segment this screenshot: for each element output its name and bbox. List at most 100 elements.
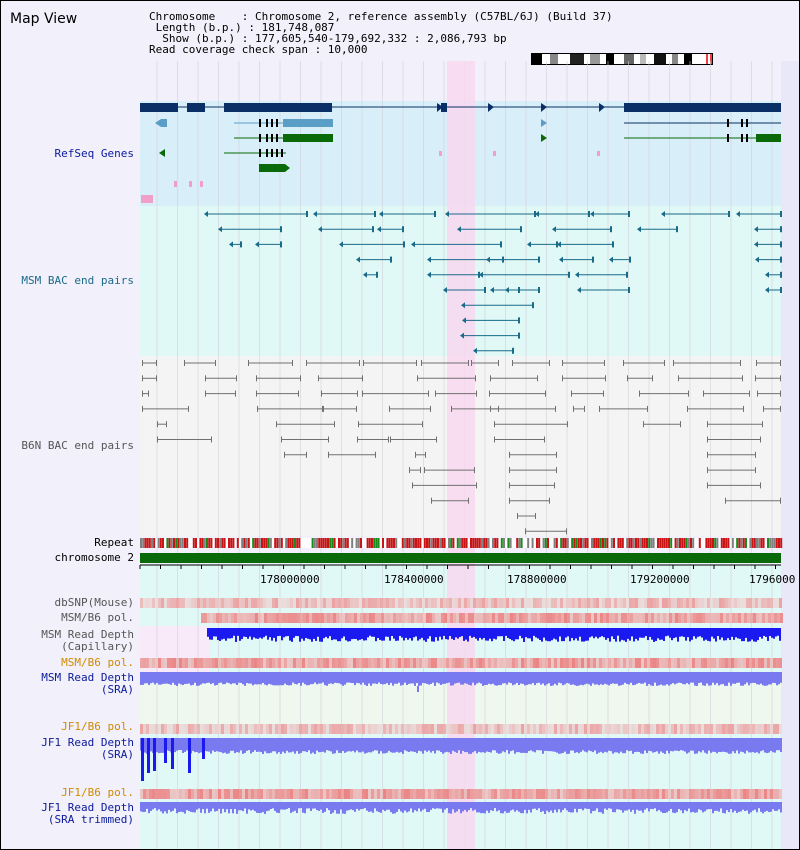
repeat-element [360, 538, 362, 548]
snp-density [140, 658, 143, 668]
snp-density [374, 598, 377, 608]
track-label-msm-bac[interactable]: MSM BAC end pairs [21, 274, 134, 287]
read-depth-bar [250, 672, 252, 684]
repeat-element [615, 538, 618, 548]
read-depth-bar [298, 672, 300, 684]
read-depth-bar [715, 628, 717, 642]
snp-density [506, 658, 509, 668]
read-depth-bar [352, 672, 354, 684]
snp-density [377, 658, 380, 668]
read-depth-bar [446, 672, 448, 684]
snp-density [734, 789, 737, 799]
read-depth-bar [534, 672, 536, 686]
read-depth-bar [499, 628, 501, 637]
read-depth-bar [373, 628, 375, 637]
read-depth-bar [724, 672, 726, 686]
read-depth-bar [226, 738, 228, 754]
read-depth-bar [278, 738, 280, 753]
read-depth-bar [446, 738, 448, 752]
read-depth-bar [542, 738, 544, 754]
gene-exon [266, 119, 268, 127]
repeat-element [276, 538, 279, 548]
read-depth-bar [226, 802, 228, 810]
repeat-element [584, 538, 587, 548]
read-depth-bar [225, 628, 227, 641]
snp-density [749, 598, 752, 608]
snp-density [590, 724, 593, 734]
read-depth-bar [741, 628, 743, 642]
snp-density [179, 724, 182, 734]
read-depth-bar [239, 628, 241, 641]
track-label-refseq[interactable]: RefSeq Genes [54, 147, 134, 160]
snp-density [734, 598, 737, 608]
snp-density [362, 789, 365, 799]
read-depth-bar [162, 738, 164, 753]
msm-bac-end [372, 226, 374, 233]
read-depth-bar [752, 738, 754, 753]
read-depth-bar [663, 628, 665, 641]
read-depth-bar [363, 628, 365, 641]
snp-density [731, 658, 734, 668]
snp-density [548, 724, 551, 734]
snp-density [689, 724, 692, 734]
gene-mark [189, 181, 192, 187]
gene-exon [266, 134, 268, 142]
snp-density [767, 789, 770, 799]
read-depth-bar [306, 738, 308, 753]
right-margin [781, 61, 799, 849]
snp-density [563, 598, 566, 608]
snp-density [446, 598, 449, 608]
read-depth-bar [710, 738, 712, 753]
snp-density [377, 724, 380, 734]
read-depth-bar [708, 738, 710, 751]
snp-density [269, 658, 272, 668]
read-depth-bar [634, 672, 636, 685]
msm-bac-end [527, 241, 531, 248]
b6n-bac-end [780, 405, 781, 412]
read-depth-bar [211, 628, 213, 640]
snp-density [641, 658, 644, 668]
b6n-bac-end [509, 497, 510, 504]
read-depth-bar [395, 628, 397, 641]
chromosome-ideogram[interactable] [531, 53, 713, 65]
read-depth-bar [412, 738, 414, 752]
read-depth-bar [376, 802, 378, 812]
read-depth-bar [534, 738, 536, 753]
snp-density [323, 598, 326, 608]
read-depth-bar [446, 802, 448, 809]
snp-density [176, 598, 179, 608]
repeat-element [654, 538, 657, 548]
read-depth-bar [376, 738, 378, 751]
b6n-bac-end [328, 436, 329, 443]
snp-density [410, 724, 413, 734]
snp-density [188, 598, 191, 608]
b6n-bac-end [512, 360, 513, 366]
read-depth-bar [672, 672, 674, 684]
read-depth-bar [658, 738, 660, 754]
read-depth-bar [588, 672, 590, 685]
read-depth-bar [248, 738, 250, 751]
read-depth-bar [648, 802, 650, 812]
snp-density [524, 724, 527, 734]
repeat-element [465, 538, 468, 548]
snp-density [255, 613, 258, 623]
read-depth-bar [172, 802, 174, 811]
read-depth-bar [773, 628, 775, 639]
snp-density [452, 658, 455, 668]
read-depth-bar [627, 628, 629, 639]
read-depth-bar [616, 802, 618, 810]
repeat-element [586, 538, 589, 548]
read-depth-bar [652, 802, 654, 810]
track-label-b6n-bac[interactable]: B6N BAC end pairs [21, 439, 134, 452]
msm-bac-end [255, 241, 259, 248]
read-depth-bar [441, 628, 443, 640]
read-depth-bar [467, 628, 469, 642]
read-depth-bar [277, 628, 279, 637]
read-depth-bar [506, 672, 508, 685]
repeat-element [734, 538, 736, 548]
read-depth-bar [492, 802, 494, 811]
snp-density [614, 658, 617, 668]
msm-bac-end [628, 211, 630, 217]
read-depth-bar [450, 738, 452, 754]
